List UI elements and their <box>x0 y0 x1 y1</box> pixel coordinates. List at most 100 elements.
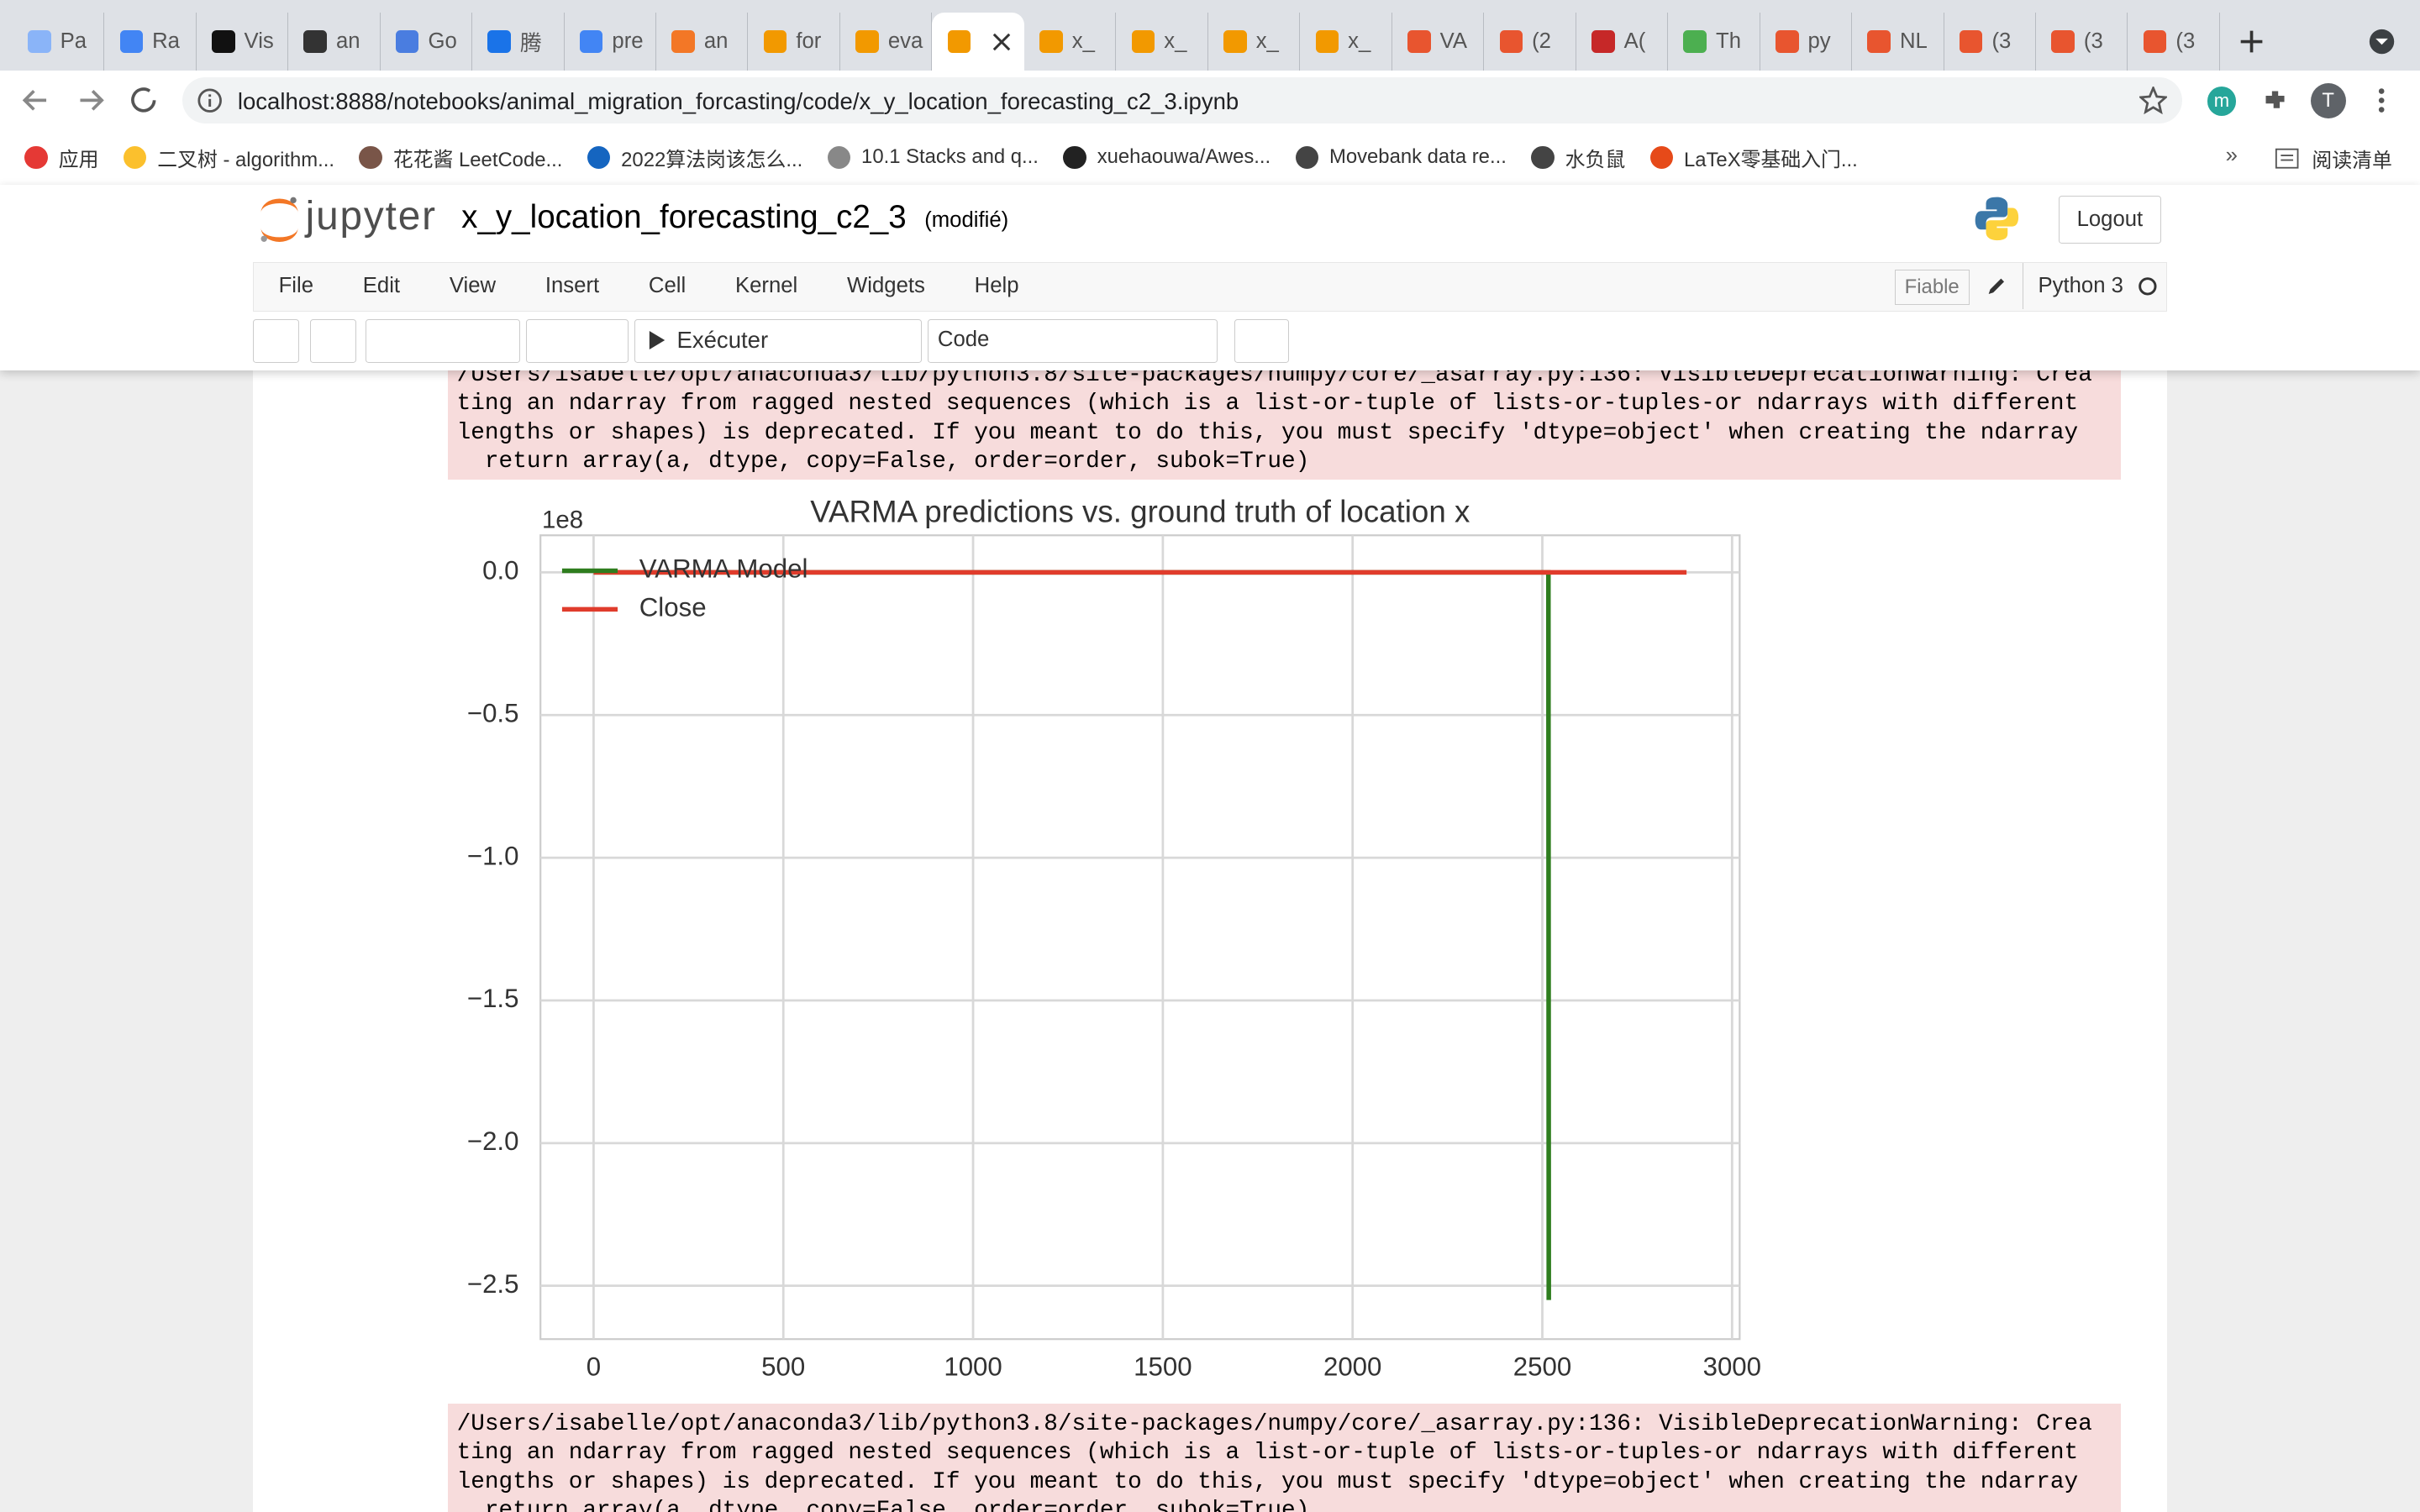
python-logo <box>1975 197 2019 241</box>
reading-list-icon <box>2275 148 2299 169</box>
bookmark-label: 10.1 Stacks and q... <box>861 145 1039 169</box>
tab-search[interactable] <box>2368 28 2396 55</box>
tab-icon <box>1315 29 1339 54</box>
tab[interactable]: NL <box>1852 12 1944 71</box>
profile[interactable]: T <box>2310 83 2346 119</box>
tab[interactable]: x_ <box>1208 12 1301 71</box>
bookmark-label: LaTeX零基础入门... <box>1683 148 1858 171</box>
trusted-badge[interactable]: Fiable <box>1894 269 1970 305</box>
insert-cell-button[interactable] <box>310 319 357 363</box>
tab-title: x_ <box>1255 29 1279 54</box>
tab-icon <box>2143 29 2167 54</box>
tab[interactable]: pre <box>565 12 656 71</box>
menu-dots[interactable] <box>2374 87 2389 114</box>
bookmark[interactable]: LaTeX零基础入门... <box>1649 143 1858 172</box>
bookmark[interactable]: 应用 <box>24 143 98 172</box>
close-tab[interactable] <box>992 33 1011 51</box>
x-tick-label: 2500 <box>1512 1352 1570 1381</box>
plot-area <box>539 534 1741 1341</box>
tab[interactable]: VA <box>1392 12 1485 71</box>
run-icon <box>649 331 665 350</box>
bookmark[interactable]: 2022算法岗该怎么... <box>587 143 802 172</box>
tab-icon <box>2051 29 2075 54</box>
bookmark[interactable]: Movebank data re... <box>1295 145 1507 170</box>
edit-icon[interactable] <box>1986 276 2007 297</box>
bookmark[interactable]: 二叉树 - algorithm... <box>123 143 334 172</box>
tab[interactable]: x_ <box>1024 12 1117 71</box>
tab-icon <box>1407 29 1431 54</box>
bookmark-star[interactable] <box>2139 86 2167 114</box>
extension[interactable]: m <box>2207 86 2237 116</box>
info-icon <box>197 88 223 113</box>
menu-item[interactable]: Edit <box>362 274 401 298</box>
notebook-name[interactable]: x_y_location_forecasting_c2_3 <box>461 198 907 235</box>
overflow-chevron[interactable]: » <box>2225 143 2238 167</box>
tab-title: VA <box>1439 29 1468 54</box>
tab[interactable]: x_ <box>1300 12 1392 71</box>
tab[interactable]: Pa <box>13 12 105 71</box>
tab-title: x_ <box>1348 29 1371 54</box>
y-tick-label: −1.5 <box>466 984 518 1013</box>
output-warning: /Users/isabelle/opt/anaconda3/lib/python… <box>447 1404 2121 1512</box>
new-tab-button[interactable] <box>2238 28 2265 55</box>
url-box[interactable]: localhost:8888/notebooks/animal_migratio… <box>182 76 2183 123</box>
tab[interactable]: (3 <box>1944 12 2036 71</box>
tab[interactable]: Go <box>381 12 473 71</box>
save-button[interactable] <box>253 319 300 363</box>
bookmark[interactable]: 10.1 Stacks and q... <box>827 145 1039 170</box>
tab-icon <box>1959 29 1983 54</box>
y-tick-label: −1.0 <box>466 841 518 870</box>
tab[interactable]: an <box>288 12 381 71</box>
tab[interactable]: A( <box>1576 12 1669 71</box>
tab[interactable]: Ra <box>104 12 197 71</box>
cell-type-select[interactable]: Code <box>927 319 1218 363</box>
tab[interactable]: Vis <box>197 12 289 71</box>
tab[interactable]: (3 <box>2128 12 2220 71</box>
nav-buttons[interactable] <box>18 85 157 116</box>
tab-icon <box>1775 29 1799 54</box>
tab[interactable]: py <box>1760 12 1853 71</box>
x-tick-label: 3000 <box>1702 1352 1760 1381</box>
tab[interactable]: an <box>656 12 749 71</box>
extensions-icon[interactable] <box>2261 87 2289 114</box>
move-buttons[interactable] <box>526 319 629 363</box>
x-tick-label: 0 <box>586 1352 600 1381</box>
reading-list-label: 阅读清单 <box>2312 149 2392 172</box>
bookmark-label: xuehaouwa/Awes... <box>1097 145 1271 169</box>
tab-title: Th <box>1716 29 1742 54</box>
output-line: return array(a, dtype, copy=False, order… <box>456 1498 1310 1512</box>
bookmark[interactable]: 花花酱 LeetCode... <box>359 143 562 172</box>
y-tick-label: −0.5 <box>466 699 518 728</box>
menu-item[interactable]: Cell <box>648 274 687 298</box>
menu-item[interactable]: File <box>278 274 314 298</box>
menu-item[interactable]: View <box>449 274 497 298</box>
bookmark[interactable]: 水负鼠 <box>1531 143 1625 172</box>
tab[interactable]: x_ <box>1116 12 1208 71</box>
bookmark[interactable]: xuehaouwa/Awes... <box>1063 145 1271 170</box>
menu-item[interactable]: Help <box>974 274 1019 298</box>
clipboard-buttons[interactable] <box>366 319 520 363</box>
logout-button[interactable]: Logout <box>2059 196 2161 244</box>
kernel-name: Python 3 <box>2038 274 2123 298</box>
axis-offset: 1e8 <box>542 507 583 534</box>
menu-item[interactable]: Kernel <box>734 274 798 298</box>
x-tick-label: 500 <box>761 1352 805 1381</box>
tab[interactable]: eva <box>840 12 933 71</box>
keyboard-button[interactable] <box>1234 319 1289 363</box>
menu-item[interactable]: Insert <box>544 274 600 298</box>
active-tab[interactable] <box>932 12 1024 71</box>
tab[interactable]: 腾 <box>472 12 565 71</box>
run-controls[interactable]: Exécuter <box>634 319 922 363</box>
tab-title: pre <box>612 29 644 54</box>
tab-icon <box>1867 29 1891 54</box>
tab[interactable]: for <box>748 12 840 71</box>
tab[interactable]: (2 <box>1484 12 1576 71</box>
reading-list[interactable]: 阅读清单 <box>2275 144 2392 173</box>
tab-icon <box>303 29 327 54</box>
menu-item[interactable]: Widgets <box>847 274 925 298</box>
tab[interactable]: (3 <box>2036 12 2128 71</box>
bookmark-label: Movebank data re... <box>1328 145 1507 169</box>
tab-title: an <box>703 29 729 54</box>
tab[interactable]: Th <box>1668 12 1760 71</box>
